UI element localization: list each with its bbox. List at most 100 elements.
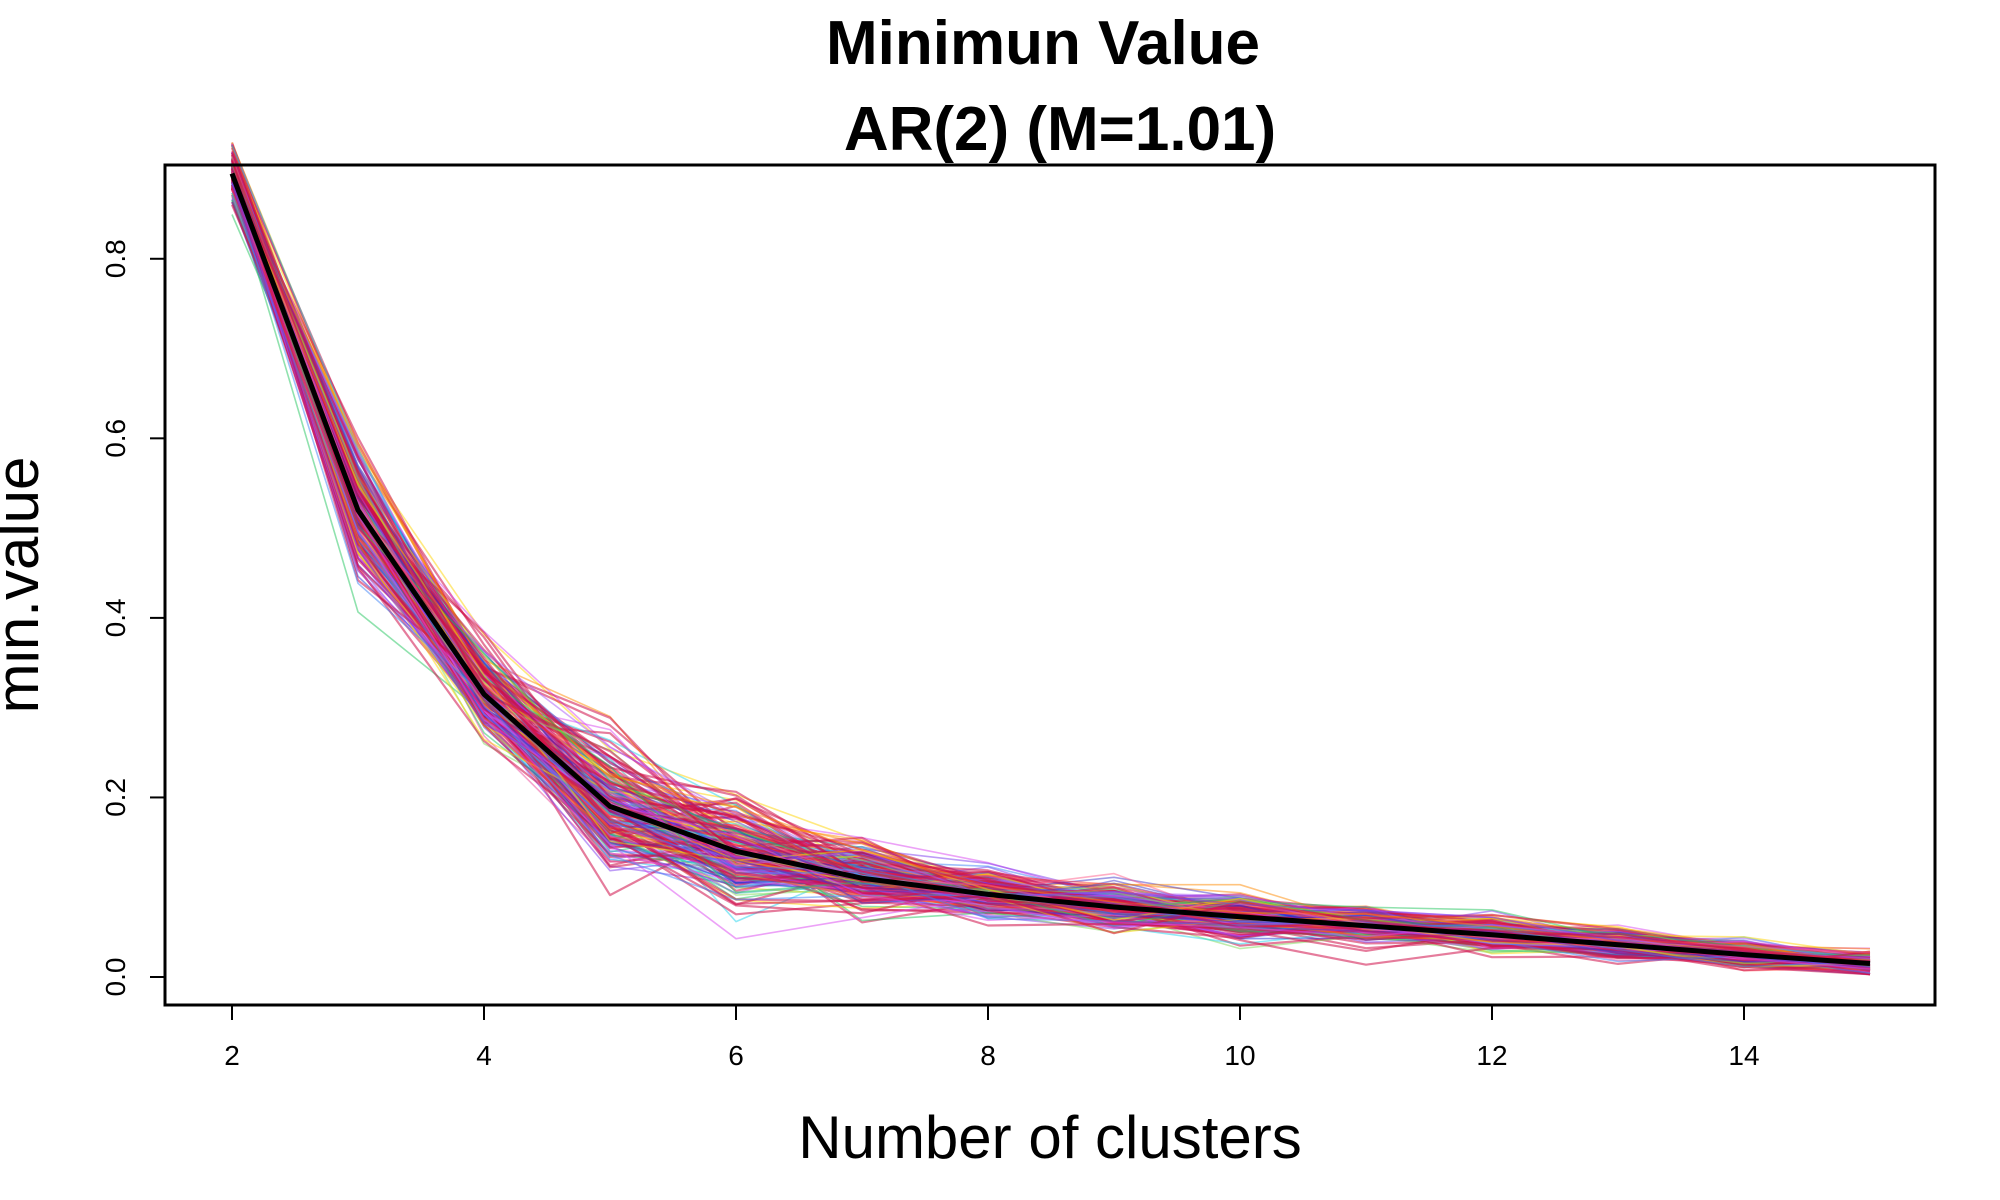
simulated-series-line [230,144,1871,959]
simulated-series-line [230,173,1871,968]
simulated-series-line [231,167,1871,958]
simulated-series-line [231,161,1871,950]
simulated-series-line [230,178,1871,967]
simulated-series-line [231,188,1871,976]
simulated-series-line [230,184,1871,973]
simulated-series-line [230,168,1871,967]
simulated-series-line [230,168,1871,965]
simulated-series-line [231,169,1871,975]
simulated-series-line [231,176,1871,969]
simulated-series-line [231,172,1871,962]
simulated-series-line [230,180,1871,973]
simulated-series-line [231,161,1871,971]
simulated-series-line [230,184,1871,969]
simulated-series-line [231,181,1871,958]
simulated-series-line [231,189,1871,962]
simulated-series-line [231,172,1871,971]
simulated-series-line [231,172,1871,969]
simulated-series-line [231,168,1871,968]
simulated-series-line [231,173,1871,964]
simulated-series-line [231,173,1871,975]
simulated-series-line [231,184,1871,957]
simulated-series-line [230,163,1871,959]
simulated-series-line [231,158,1871,964]
simulated-series-line [231,144,1871,959]
y-tick-label: 0.4 [100,598,131,637]
simulated-series-line [230,182,1871,964]
simulated-series-line [231,172,1871,974]
simulated-series-line [230,187,1871,965]
simulated-series-line [231,185,1871,971]
simulated-series-line [231,153,1871,958]
simulated-series-line [231,199,1871,972]
simulated-series-line [231,173,1871,969]
simulated-series-line [231,201,1871,965]
simulated-series-line [231,175,1871,976]
simulated-series-line [231,162,1871,966]
simulated-series-line [230,165,1871,960]
simulated-series-line [231,177,1871,962]
simulated-series-line [231,177,1871,974]
simulated-series-line [231,172,1871,966]
simulated-series-line [231,163,1871,959]
simulated-series-line [231,165,1871,956]
simulated-series-line [231,196,1871,967]
simulated-series-line [231,181,1871,974]
simulated-series-line [231,177,1871,965]
mean-layer [229,172,1871,966]
simulated-series-line [231,160,1871,959]
simulated-series-line [230,163,1871,965]
simulated-series-line [231,152,1871,963]
simulated-series-line [231,142,1871,967]
simulated-series-line [231,177,1871,961]
simulated-series-line [231,151,1871,962]
simulated-series-line [231,193,1871,970]
simulated-series-line [231,162,1871,962]
simulated-series-line [231,174,1871,970]
simulated-series-line [231,158,1871,961]
simulated-series-line [231,186,1871,970]
simulated-series-line [231,184,1871,964]
simulated-series-line [230,144,1871,963]
x-tick-label: 4 [476,1040,492,1071]
simulated-series-line [230,168,1871,959]
simulated-series-line [230,204,1871,967]
chart-title-line-2: AR(2) (M=1.01) [844,95,1276,164]
simulated-series-line [231,172,1871,966]
simulated-series-line [231,164,1871,970]
simulated-series-line [230,178,1871,963]
x-tick-label: 10 [1224,1040,1255,1071]
simulated-series-line [230,168,1871,959]
simulated-series-line [231,188,1871,967]
simulated-series-line [231,158,1871,966]
simulated-series-line [231,175,1871,972]
simulated-series-line [231,163,1871,969]
simulated-series-line [230,175,1871,964]
simulated-series-line [230,176,1871,963]
simulated-series-line [231,173,1871,964]
simulated-series-line [231,161,1871,965]
simulated-series-line [231,143,1871,950]
simulated-series-line [231,172,1871,976]
simulated-series-line [231,192,1871,966]
simulated-series-line [230,171,1871,963]
simulated-series-line [231,172,1871,967]
simulated-series-line [231,178,1871,961]
simulated-series-line [231,163,1871,960]
simulated-series-line [230,177,1871,976]
simulated-series-line [231,179,1871,969]
simulated-series-line [230,194,1871,971]
simulated-series-line [231,172,1871,960]
simulated-series-line [231,179,1871,970]
simulated-series-line [231,180,1871,956]
simulated-series-line [231,159,1871,966]
simulated-series-line [230,142,1871,954]
simulated-series-line [230,167,1871,970]
simulated-series-line [231,177,1871,965]
simulated-series-line [230,150,1871,959]
simulated-series-line [231,173,1871,967]
simulated-series-line [230,154,1871,971]
simulated-series-line [231,177,1871,966]
simulated-series-line [231,192,1871,968]
simulated-series-line [231,156,1871,954]
